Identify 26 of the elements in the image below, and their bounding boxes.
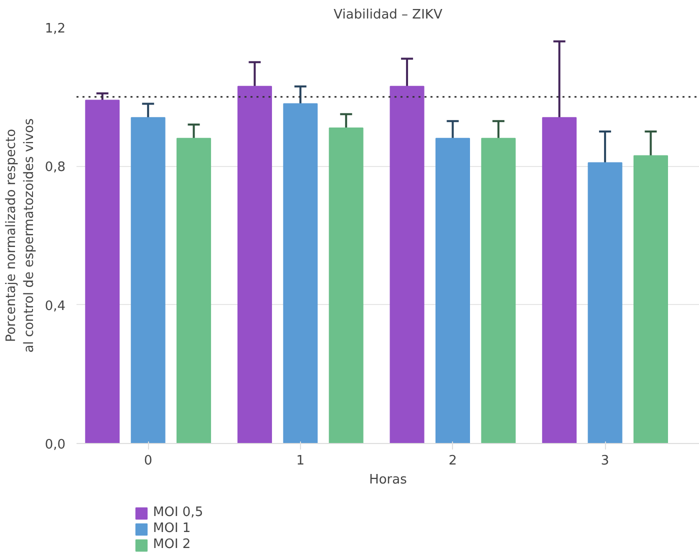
bar [481,138,516,444]
bar [328,128,364,444]
bar [390,86,424,444]
x-tick-label: 1 [296,454,305,468]
x-tick-label: 0 [144,454,152,468]
x-tick-label: 3 [600,454,610,468]
y-tick-label: 0,0 [44,438,66,452]
x-tick-label: 2 [448,454,457,468]
y-tick-label: 0,4 [44,298,66,314]
bar [85,100,120,444]
bar [542,117,577,444]
y-axis-title: Porcentaje normalizado respecto al control de espermatozoides vivos [4,118,37,353]
y-tick-label: 1,2 [44,22,66,36]
bar [130,117,166,444]
bar [634,155,668,444]
bar [283,103,318,444]
bar [176,138,212,444]
x-axis-title: Horas [369,472,408,488]
legend-label: MOI 2 [153,537,191,552]
bar [435,138,470,444]
legend-label: MOI 0,5 [153,505,204,520]
bar [588,162,622,444]
bar [237,86,272,444]
y-tick-label: 0,8 [44,160,66,176]
chart-title: Viabilidad – ZIKV [334,8,442,22]
legend-label: MOI 1 [153,521,191,536]
